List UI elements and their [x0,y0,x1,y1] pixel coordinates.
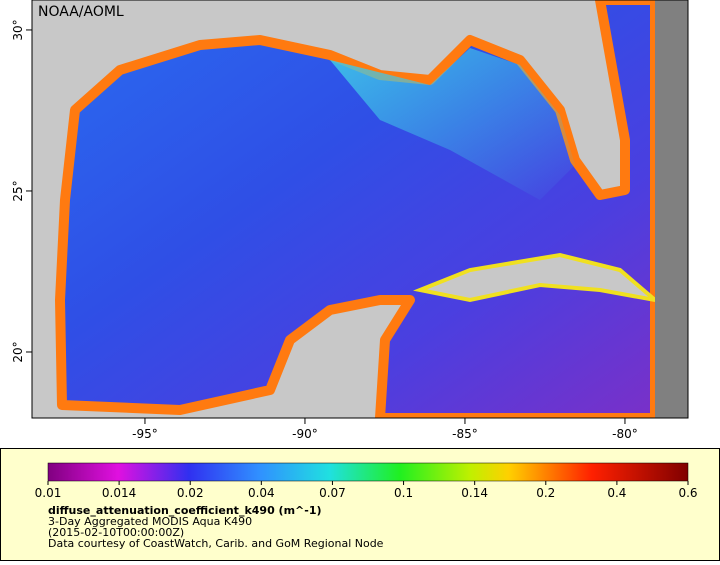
colorbar-tick-label: 0.4 [607,486,626,500]
caption-credit: Data courtesy of CoastWatch, Carib. and … [48,537,384,550]
caption-description: 3-Day Aggregated MODIS Aqua K490 [48,515,252,528]
x-tick-label: -95° [132,427,158,441]
colorbar-tick-label: 0.02 [177,486,204,500]
colorbar-tick-label: 0.014 [102,486,136,500]
y-tick-label: 25° [11,180,25,201]
map-frame [31,0,689,419]
map-image [32,0,688,418]
caption-time: (2015-02-10T00:00:00Z) [48,526,184,539]
colorbar-tick-label: 0.6 [678,486,697,500]
caption-variable: diffuse_attenuation_coefficient_k490 (m^… [48,504,322,517]
y-tick-label: 30° [11,19,25,40]
x-tick-label: -90° [292,427,318,441]
x-tick-label: -85° [452,427,478,441]
colorbar-tick-label: 0.2 [536,486,555,500]
colorbar-tick-label: 0.01 [35,486,62,500]
colorbar-tick-label: 0.14 [461,486,488,500]
colorbar-tick-label: 0.07 [319,486,346,500]
colorbar [47,462,689,482]
y-tick-label: 20° [11,341,25,362]
map-credit: NOAA/AOML [38,4,124,20]
x-tick-label: -80° [612,427,638,441]
colorbar-tick-label: 0.04 [248,486,275,500]
colorbar-tick-label: 0.1 [394,486,413,500]
